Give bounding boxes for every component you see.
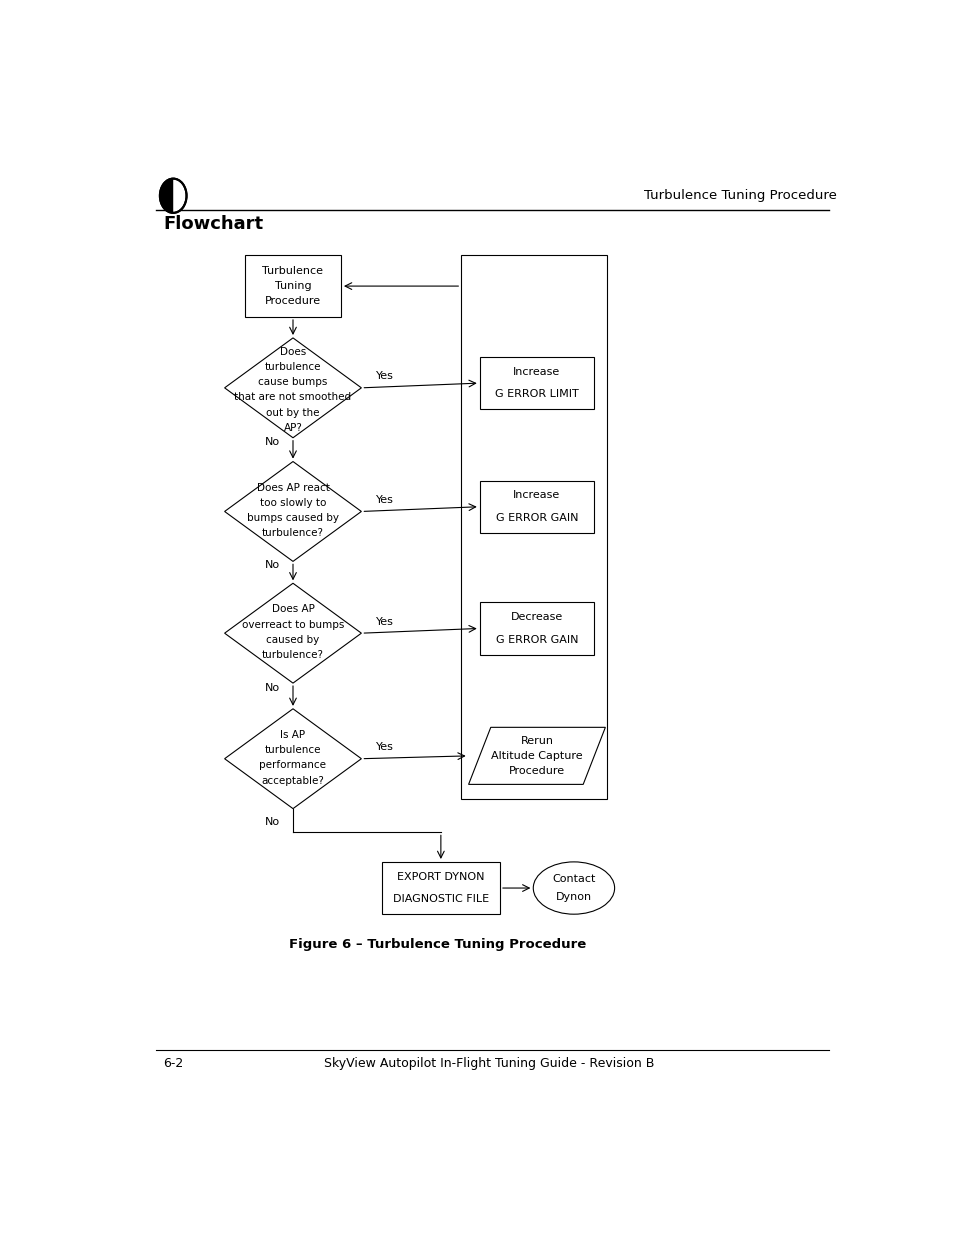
Text: G ERROR LIMIT: G ERROR LIMIT [495, 389, 578, 399]
FancyBboxPatch shape [381, 862, 499, 914]
Text: Does: Does [279, 347, 306, 357]
Text: Does AP: Does AP [272, 604, 314, 614]
Text: Decrease: Decrease [510, 613, 562, 622]
Text: Procedure: Procedure [508, 766, 564, 776]
Text: Dynon: Dynon [556, 892, 592, 902]
Text: G ERROR GAIN: G ERROR GAIN [496, 635, 578, 645]
Polygon shape [468, 727, 605, 784]
Polygon shape [224, 338, 361, 437]
Text: Turbulence Tuning Procedure: Turbulence Tuning Procedure [643, 189, 836, 203]
Text: Does AP react: Does AP react [256, 483, 329, 493]
Text: Procedure: Procedure [265, 296, 321, 306]
Text: that are not smoothed: that are not smoothed [234, 393, 352, 403]
Text: DIAGNOSTIC FILE: DIAGNOSTIC FILE [393, 894, 489, 904]
Text: Yes: Yes [375, 742, 394, 752]
Text: performance: performance [259, 761, 326, 771]
Text: turbulence?: turbulence? [262, 529, 324, 538]
Text: overreact to bumps: overreact to bumps [241, 620, 344, 630]
Text: out by the: out by the [266, 408, 319, 417]
Text: cause bumps: cause bumps [258, 377, 327, 387]
Text: Figure 6 – Turbulence Tuning Procedure: Figure 6 – Turbulence Tuning Procedure [288, 937, 585, 951]
Text: Yes: Yes [375, 495, 394, 505]
Text: Altitude Capture: Altitude Capture [491, 751, 582, 761]
Text: bumps caused by: bumps caused by [247, 513, 338, 524]
Text: No: No [264, 816, 279, 827]
FancyBboxPatch shape [479, 603, 594, 655]
Text: turbulence: turbulence [265, 362, 321, 372]
Polygon shape [224, 709, 361, 809]
Text: Yes: Yes [375, 616, 394, 627]
Text: Is AP: Is AP [280, 730, 305, 740]
Text: turbulence: turbulence [265, 745, 321, 755]
Text: Flowchart: Flowchart [164, 215, 263, 233]
Text: Increase: Increase [513, 367, 560, 377]
Text: Rerun: Rerun [520, 736, 553, 746]
Text: turbulence?: turbulence? [262, 650, 324, 659]
Polygon shape [224, 462, 361, 562]
Text: SkyView Autopilot In-Flight Tuning Guide - Revision B: SkyView Autopilot In-Flight Tuning Guide… [323, 1056, 654, 1070]
Text: EXPORT DYNON: EXPORT DYNON [396, 872, 484, 882]
Ellipse shape [533, 862, 614, 914]
FancyBboxPatch shape [479, 357, 594, 409]
Text: Contact: Contact [552, 874, 595, 884]
FancyBboxPatch shape [245, 256, 341, 317]
Text: No: No [264, 683, 279, 693]
Text: Yes: Yes [375, 372, 394, 382]
Text: No: No [264, 559, 279, 569]
Text: G ERROR GAIN: G ERROR GAIN [496, 513, 578, 524]
FancyBboxPatch shape [479, 480, 594, 532]
Text: AP?: AP? [283, 422, 302, 432]
Text: Increase: Increase [513, 490, 560, 500]
Text: Tuning: Tuning [274, 282, 311, 291]
Text: acceptable?: acceptable? [261, 776, 324, 785]
Wedge shape [160, 179, 173, 212]
Text: caused by: caused by [266, 635, 319, 645]
Polygon shape [224, 583, 361, 683]
Text: No: No [264, 437, 279, 447]
Text: too slowly to: too slowly to [259, 498, 326, 508]
Circle shape [160, 179, 187, 212]
Text: 6-2: 6-2 [164, 1056, 184, 1070]
Text: Turbulence: Turbulence [262, 266, 323, 275]
